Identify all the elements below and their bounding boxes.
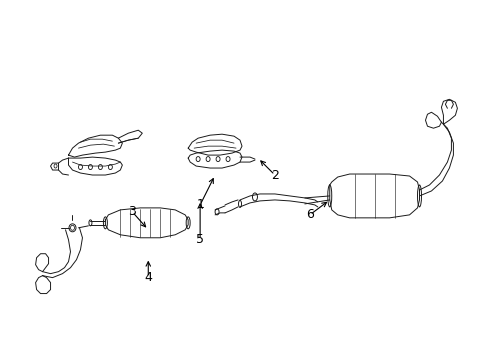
Text: 4: 4 [144,271,152,284]
Text: 2: 2 [270,168,278,181]
Text: 3: 3 [128,205,136,219]
Text: 5: 5 [196,233,203,246]
Text: 1: 1 [196,198,203,211]
Text: 6: 6 [305,208,313,221]
